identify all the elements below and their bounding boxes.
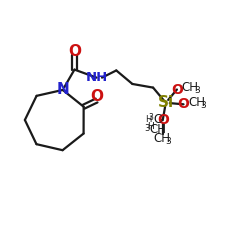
- Text: 3: 3: [200, 101, 206, 110]
- Text: CH: CH: [153, 132, 170, 145]
- Text: CH: CH: [188, 96, 205, 109]
- Text: 3: 3: [148, 113, 153, 122]
- Text: 3: 3: [166, 137, 171, 146]
- Text: C: C: [153, 112, 162, 126]
- Text: O: O: [171, 82, 183, 96]
- Text: 3: 3: [144, 124, 150, 133]
- Text: N: N: [56, 82, 69, 98]
- Text: Si: Si: [158, 95, 174, 110]
- Text: 3: 3: [194, 86, 200, 95]
- Text: H: H: [148, 122, 154, 131]
- Text: O: O: [68, 44, 81, 59]
- Text: NH: NH: [86, 71, 108, 84]
- Text: CH: CH: [150, 123, 167, 136]
- Text: H: H: [145, 114, 152, 124]
- Text: O: O: [178, 97, 190, 111]
- Text: O: O: [90, 89, 103, 104]
- Text: O: O: [157, 113, 169, 127]
- Text: CH: CH: [181, 81, 198, 94]
